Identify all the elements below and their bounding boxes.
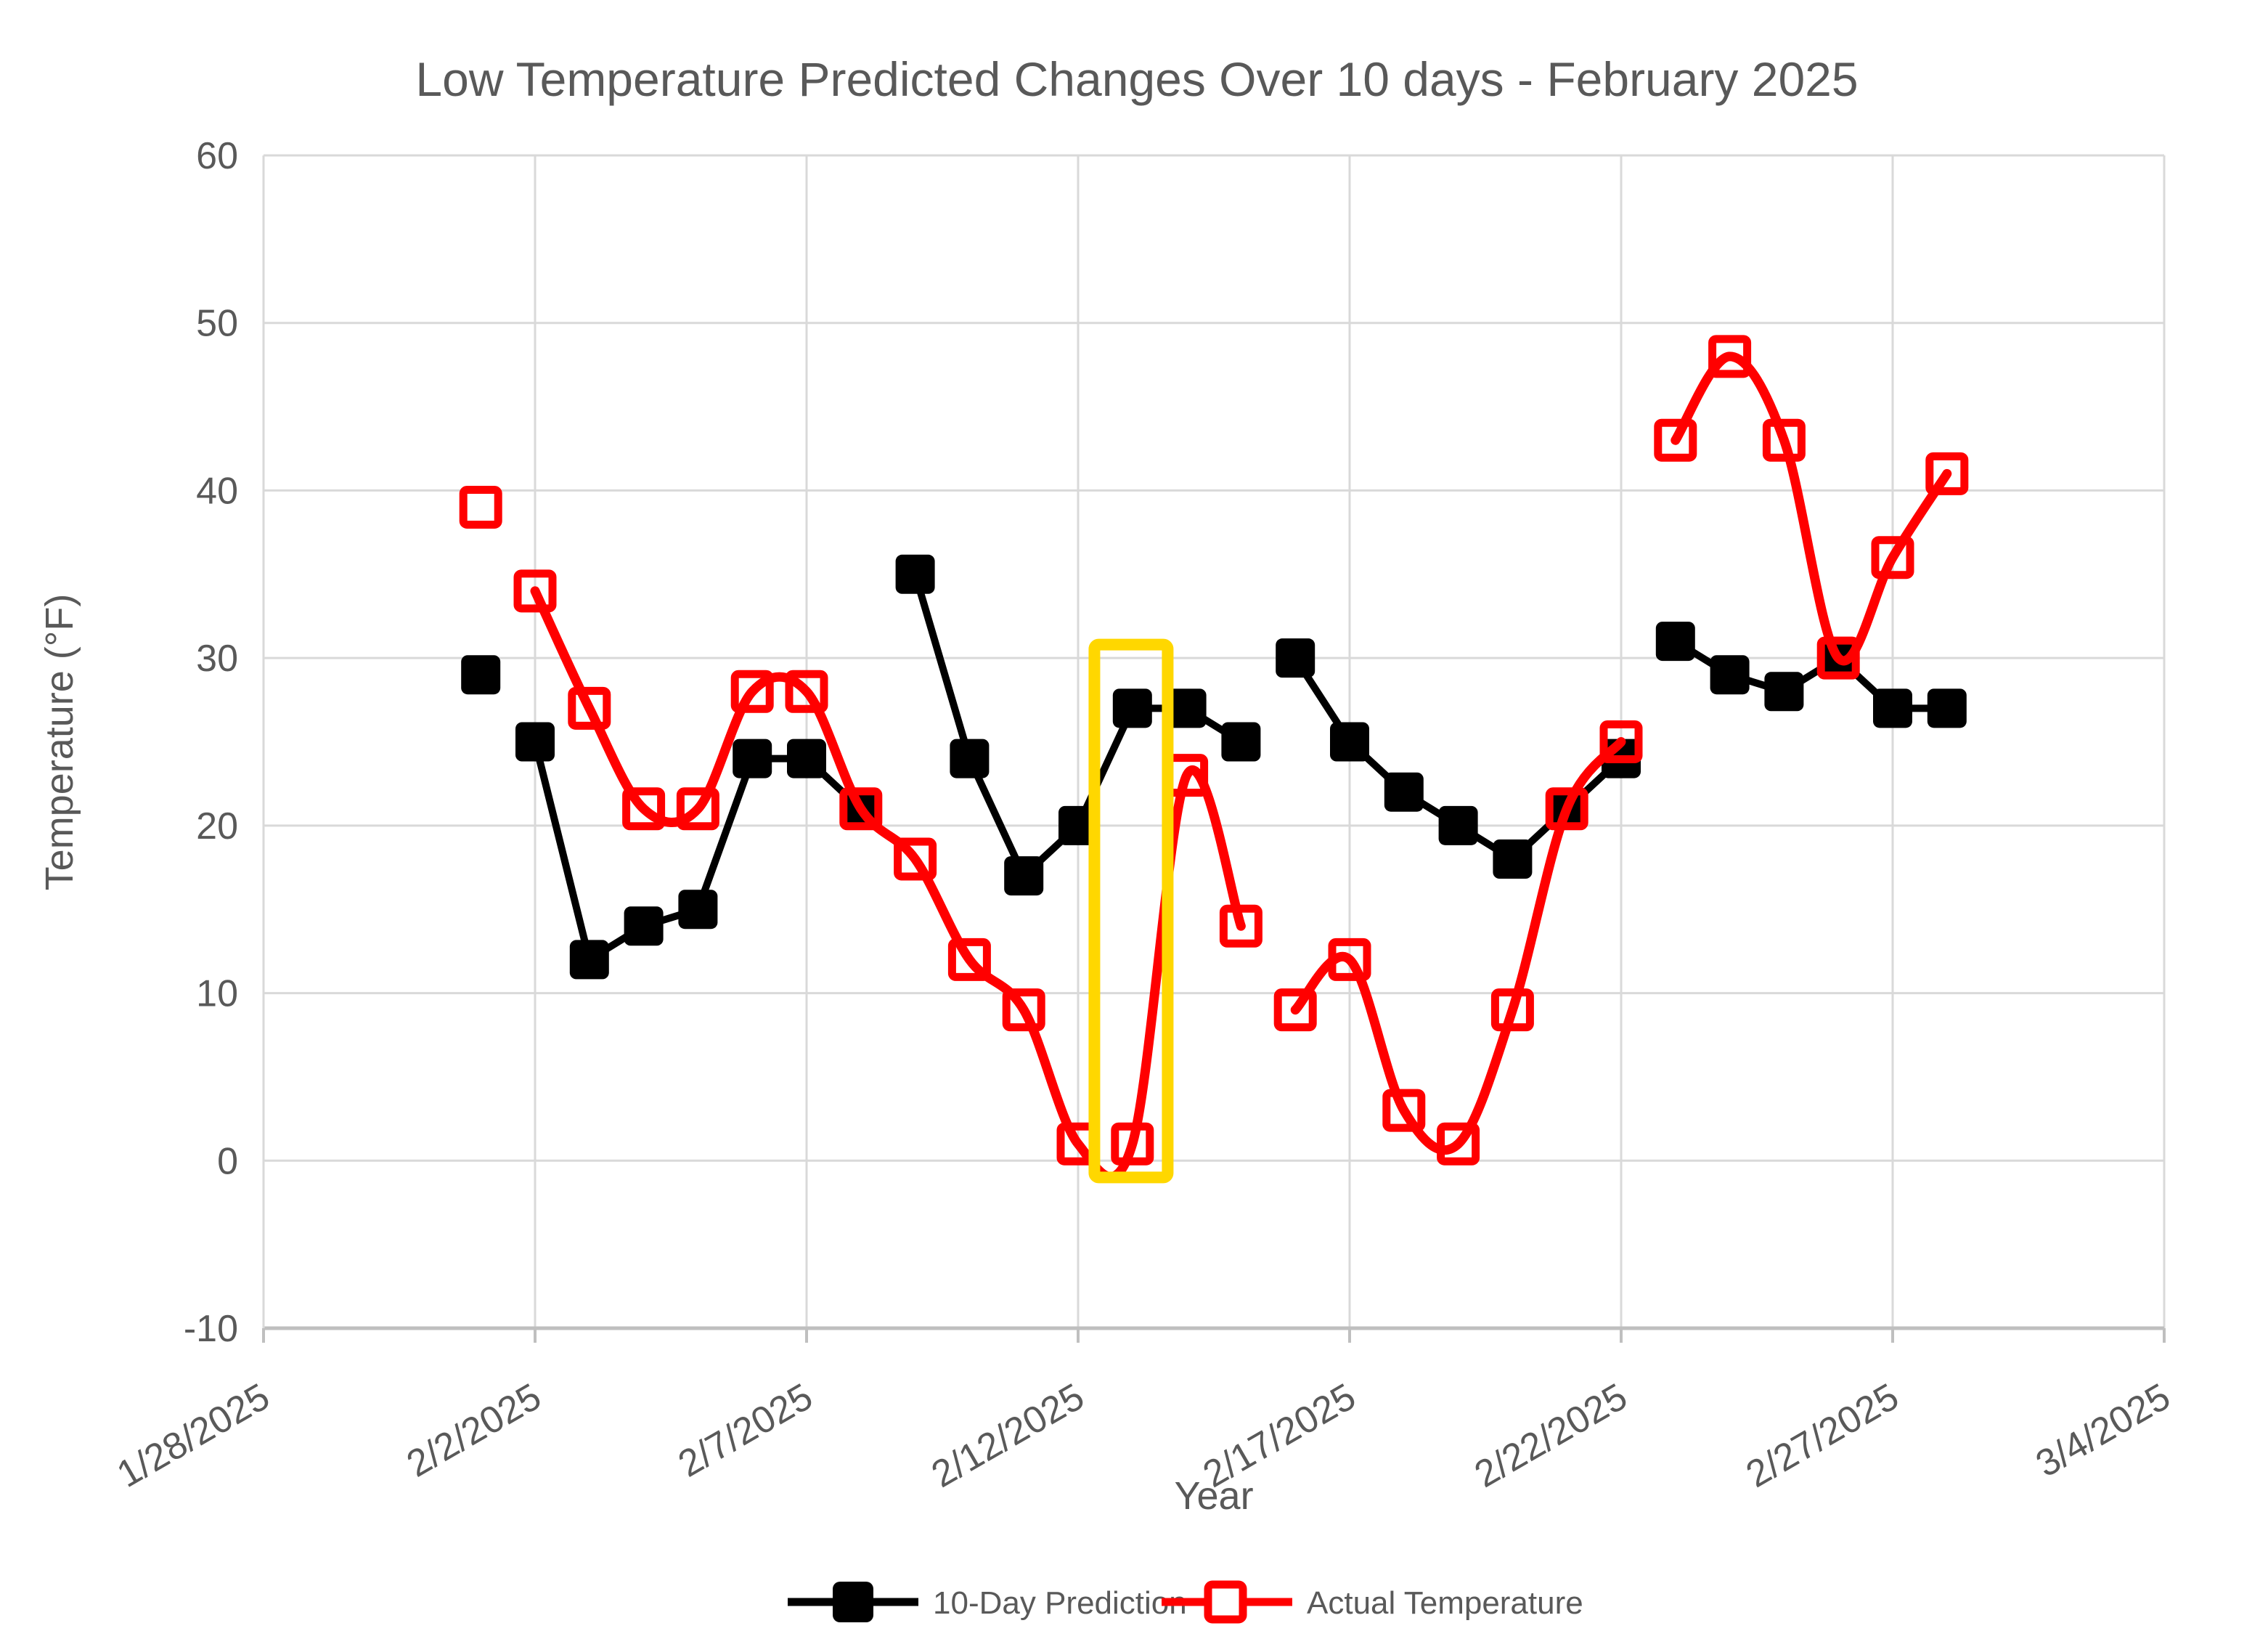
data-point-marker-actual: [1871, 536, 1914, 580]
x-tick-label: 2/22/2025: [1468, 1375, 1634, 1496]
y-tick-label: 40: [196, 470, 238, 512]
y-tick-label: 20: [196, 805, 238, 847]
data-point-marker-actual: [947, 938, 991, 981]
series-line-actual: [1671, 351, 1952, 666]
data-point-marker-prediction: [950, 739, 990, 778]
data-point-marker-prediction: [1112, 688, 1152, 728]
data-point-marker-prediction: [1276, 638, 1315, 678]
x-tick-label: 2/27/2025: [1739, 1375, 1906, 1496]
data-point-marker-actual: [730, 670, 774, 713]
y-tick-label: 60: [196, 135, 238, 177]
y-tick-label: 10: [196, 973, 238, 1015]
legend: 10-Day Prediction Actual Temperature: [788, 1580, 1583, 1624]
x-tick-label: 3/4/2025: [2029, 1375, 2177, 1485]
data-point-marker-actual: [568, 686, 611, 730]
y-tick-label: -10: [184, 1308, 238, 1350]
y-axis-title: Temperature (°F): [38, 594, 81, 891]
legend-label-actual-temperature: Actual Temperature: [1307, 1585, 1583, 1621]
data-point-marker-actual: [1545, 787, 1588, 831]
x-tick-label: 2/12/2025: [925, 1375, 1091, 1496]
data-point-marker-prediction: [461, 655, 501, 695]
data-point-marker-prediction: [787, 739, 826, 778]
data-point-marker-prediction: [1167, 688, 1207, 728]
data-point-marker-actual: [1328, 938, 1371, 981]
data-point-marker-actual: [513, 569, 557, 613]
data-point-marker-actual: [622, 787, 666, 831]
data-point-marker-prediction: [895, 554, 935, 594]
axes: [262, 155, 2166, 1343]
x-tick-label: 2/7/2025: [672, 1375, 820, 1485]
x-tick-label: 2/2/2025: [400, 1375, 548, 1485]
highlight-box: [1088, 638, 1174, 1184]
data-point-marker-prediction: [624, 906, 664, 946]
data-point-marker-actual: [1925, 452, 1969, 495]
data-point-marker-actual: [1002, 988, 1045, 1032]
x-tick-label: 1/28/2025: [110, 1375, 277, 1496]
data-point-marker-actual: [1382, 1089, 1426, 1132]
legend-marker-open-square: [1204, 1580, 1247, 1624]
legend-marker-filled-square: [833, 1582, 873, 1622]
data-point-marker-actual: [1219, 904, 1263, 948]
data-point-marker-prediction: [569, 940, 609, 980]
data-point-marker-actual: [1273, 988, 1317, 1032]
series-line-actual: [530, 586, 1246, 1182]
data-point-marker-actual: [1111, 1122, 1154, 1166]
data-point-marker-actual: [785, 670, 828, 713]
data-point-marker-prediction: [1058, 805, 1098, 845]
data-point-marker-prediction: [1384, 772, 1424, 812]
data-point-marker-prediction: [1221, 722, 1261, 762]
data-point-marker-actual: [1654, 418, 1697, 462]
legend-label-10-day-prediction: 10-Day Prediction: [933, 1585, 1187, 1621]
data-point-marker-prediction: [515, 722, 555, 762]
chart-title: Low Temperature Predicted Changes Over 1…: [415, 52, 1858, 106]
series-10-day-prediction: [461, 554, 1967, 980]
x-axis-tick-labels: 1/28/2025 2/2/2025 2/7/2025 2/12/2025 2/17/2…: [110, 1375, 2177, 1496]
data-point-marker-prediction: [1330, 722, 1369, 762]
y-tick-label: 30: [196, 638, 238, 680]
data-point-marker-actual: [1490, 988, 1534, 1032]
data-point-marker-actual: [1816, 636, 1860, 680]
data-point-marker-actual: [1762, 418, 1806, 462]
y-axis-tick-labels: 60 50 40 30 20 10 0 -10: [184, 135, 238, 1350]
legend-item-10-day-prediction: 10-Day Prediction: [788, 1582, 1187, 1622]
data-point-marker-actual: [459, 486, 502, 529]
data-point-marker-prediction: [1764, 672, 1804, 712]
series-actual-temperature: [459, 335, 1969, 1182]
x-axis-title: Year: [1174, 1474, 1253, 1518]
data-point-marker-prediction: [678, 890, 718, 930]
series-line-actual: [1290, 737, 1626, 1155]
data-point-marker-actual: [1437, 1122, 1480, 1166]
highlight-box-annotation: [1088, 638, 1174, 1184]
data-point-marker-actual: [1708, 335, 1752, 378]
data-point-marker-prediction: [1927, 688, 1967, 728]
data-point-marker-prediction: [1655, 622, 1695, 662]
data-point-marker-prediction: [1004, 856, 1044, 896]
data-point-marker-prediction: [733, 739, 772, 778]
data-point-marker-prediction: [1873, 688, 1912, 728]
data-point-marker-actual: [676, 787, 719, 831]
legend-item-actual-temperature: Actual Temperature: [1162, 1580, 1583, 1624]
data-point-marker-prediction: [1493, 839, 1533, 879]
data-point-marker-actual: [1599, 720, 1643, 763]
data-point-marker-actual: [839, 787, 883, 831]
data-point-marker-actual: [894, 837, 937, 881]
data-point-marker-prediction: [1710, 655, 1750, 695]
y-tick-label: 0: [217, 1140, 238, 1182]
y-tick-label: 50: [196, 303, 238, 345]
data-point-marker-prediction: [1438, 805, 1478, 845]
